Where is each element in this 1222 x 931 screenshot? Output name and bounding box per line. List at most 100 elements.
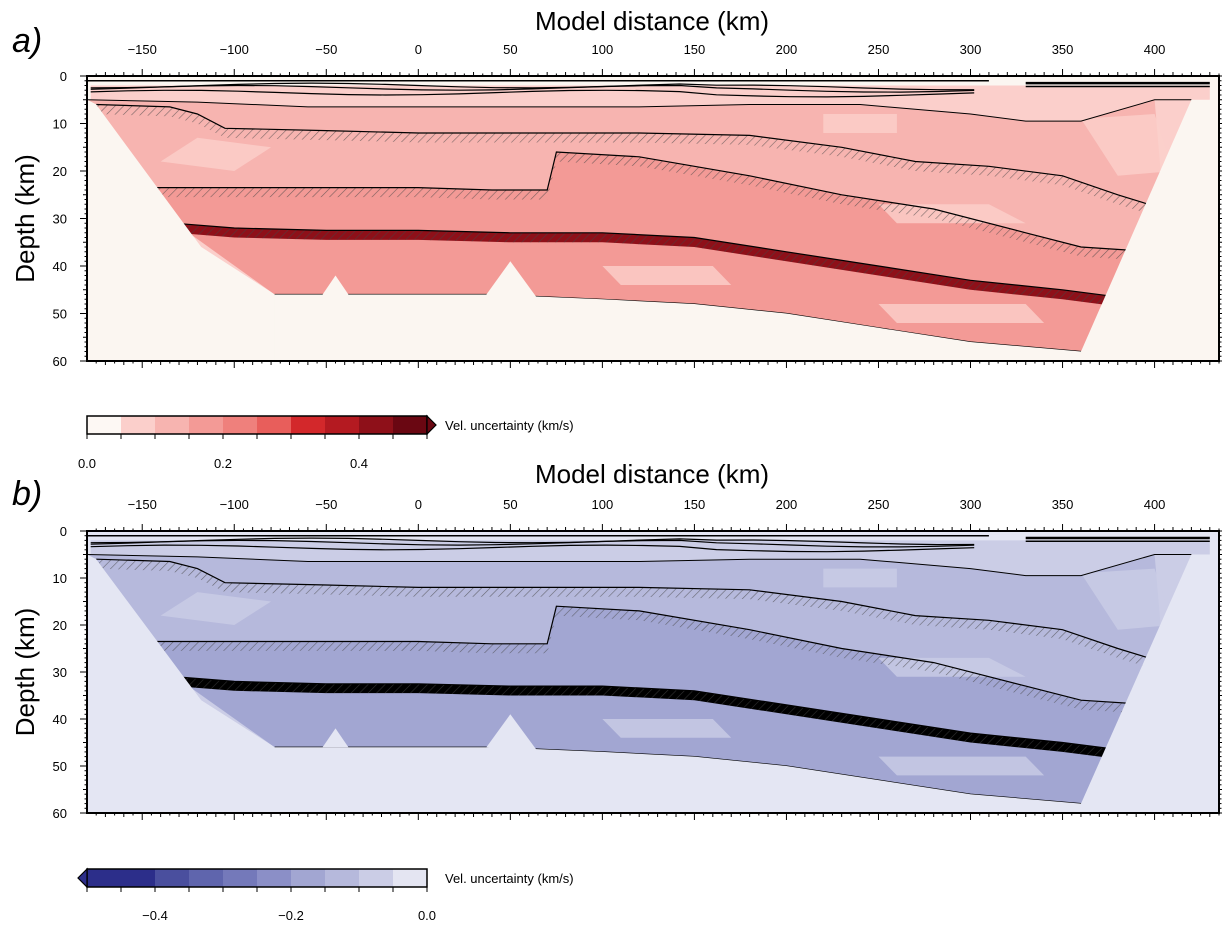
interface-hatch bbox=[96, 559, 1164, 672]
bottom-mask bbox=[274, 294, 1081, 361]
colorbar-extend-triangle bbox=[426, 414, 437, 436]
x-axis: −150 −100 −50 0 50 100 150 200 250 300 350 400 bbox=[95, 497, 1220, 820]
y-tick-label: 0 bbox=[60, 69, 67, 84]
sediment-lines bbox=[87, 80, 1210, 98]
x-tick-label: 350 bbox=[1052, 42, 1074, 57]
x-tick-label: 250 bbox=[868, 42, 890, 57]
interface-hatch bbox=[96, 104, 1164, 219]
colorbar-swatch bbox=[359, 869, 394, 887]
low-uncertainty-patch bbox=[160, 592, 272, 625]
y-tick-label: 60 bbox=[53, 354, 67, 369]
x-tick-label: 0 bbox=[415, 497, 422, 512]
y-tick-label: 50 bbox=[53, 759, 67, 774]
colorbar-swatch bbox=[291, 869, 326, 887]
x-tick-label: 150 bbox=[684, 497, 706, 512]
colorbar-tick-label: 0.2 bbox=[214, 456, 232, 471]
y-tick-label: 10 bbox=[53, 571, 67, 586]
colorbar-swatch bbox=[189, 869, 224, 887]
y-axis: 0 10 20 30 40 50 60 bbox=[53, 524, 1222, 821]
colorbar-swatch bbox=[189, 416, 224, 434]
interface-line-1 bbox=[96, 103, 1164, 210]
colorbar-swatch bbox=[291, 416, 326, 434]
x-tick-label: 400 bbox=[1144, 497, 1166, 512]
low-uncertainty-patch bbox=[602, 266, 732, 285]
low-uncertainty-patch bbox=[1081, 114, 1173, 176]
bottom-mask bbox=[274, 747, 1081, 813]
colorbar-swatch bbox=[359, 416, 394, 434]
notch bbox=[486, 714, 538, 752]
x-tick-label: 150 bbox=[684, 42, 706, 57]
panel-label: a) bbox=[12, 22, 42, 60]
low-uncertainty-patch bbox=[823, 568, 897, 588]
panel-label: b) bbox=[12, 475, 42, 513]
y-tick-label: 60 bbox=[53, 806, 67, 821]
colorbar-swatch bbox=[257, 416, 292, 434]
x-tick-label: 50 bbox=[503, 42, 517, 57]
interface-line-2 bbox=[145, 151, 1155, 253]
x-tick-label: 250 bbox=[868, 497, 890, 512]
basement-line bbox=[86, 554, 1192, 577]
x-axis-title: Model distance (km) bbox=[535, 459, 769, 489]
x-tick-label: 100 bbox=[592, 42, 614, 57]
panel-a: −150 −100 −50 0 50 100 150 200 250 300 350 400Model… bbox=[10, 6, 1222, 471]
x-tick-label: −100 bbox=[220, 497, 249, 512]
y-axis-title: Depth (km) bbox=[10, 608, 40, 737]
low-uncertainty-patch bbox=[160, 137, 272, 171]
right-flank-mask bbox=[1081, 99, 1219, 362]
y-tick-label: 30 bbox=[53, 212, 67, 227]
x-tick-label: 200 bbox=[776, 497, 798, 512]
colorbar-swatch bbox=[121, 416, 156, 434]
colorbar-swatch bbox=[325, 869, 360, 887]
interface-line-3 bbox=[175, 676, 1137, 753]
y-axis-title: Depth (km) bbox=[10, 154, 40, 283]
right-flank-mask bbox=[1081, 554, 1219, 813]
colorbar-swatch bbox=[121, 869, 156, 887]
colorbar-swatch bbox=[87, 869, 122, 887]
left-flank-mask bbox=[87, 99, 275, 362]
sediment-lines bbox=[87, 534, 1210, 553]
low-uncertainty-patch bbox=[602, 719, 732, 738]
interface-hatch bbox=[175, 676, 1137, 762]
basement-line bbox=[86, 99, 1192, 122]
y-tick-label: 30 bbox=[53, 665, 67, 680]
interface-hatch bbox=[175, 223, 1137, 309]
y-tick-label: 20 bbox=[53, 618, 67, 633]
x-tick-label: −50 bbox=[315, 497, 337, 512]
x-axis-title: Model distance (km) bbox=[535, 6, 769, 36]
y-tick-label: 0 bbox=[60, 524, 67, 539]
interface-line-2 bbox=[145, 605, 1155, 706]
notch bbox=[486, 261, 538, 300]
low-uncertainty-patch bbox=[878, 756, 1045, 776]
colorbar-tick-label: −0.2 bbox=[278, 908, 304, 923]
x-tick-label: 100 bbox=[592, 497, 614, 512]
colorbar-swatch bbox=[393, 869, 428, 887]
interface-line-1 bbox=[96, 558, 1164, 664]
y-tick-label: 40 bbox=[53, 712, 67, 727]
colorbar-tick-label: 0.4 bbox=[350, 456, 368, 471]
x-tick-label: 300 bbox=[960, 42, 982, 57]
colorbar-title: Vel. uncertainty (km/s) bbox=[445, 871, 574, 886]
x-tick-label: 400 bbox=[1144, 42, 1166, 57]
y-tick-label: 40 bbox=[53, 259, 67, 274]
colorbar-swatch bbox=[325, 416, 360, 434]
colorbar-title: Vel. uncertainty (km/s) bbox=[445, 418, 574, 433]
x-tick-label: 350 bbox=[1052, 497, 1074, 512]
colorbar-extend-triangle bbox=[77, 867, 88, 889]
panel-b: −150 −100 −50 0 50 100 150 200 250 300 350 400Model… bbox=[10, 459, 1222, 923]
colorbar-swatch bbox=[87, 416, 122, 434]
y-tick-label: 20 bbox=[53, 164, 67, 179]
middle-crust-band bbox=[96, 104, 1164, 252]
low-uncertainty-patch bbox=[1081, 568, 1173, 630]
colorbar-tick-label: 0.0 bbox=[78, 456, 96, 471]
x-tick-label: 300 bbox=[960, 497, 982, 512]
colorbar: −0.4 −0.2 0.0 Vel. uncertainty (km/s) bbox=[77, 867, 574, 923]
notch bbox=[322, 275, 349, 295]
x-axis: −150 −100 −50 0 50 100 150 200 250 300 350 400 bbox=[95, 42, 1220, 368]
colorbar-swatch bbox=[223, 416, 258, 434]
x-tick-label: 50 bbox=[503, 497, 517, 512]
colorbar: 0.0 0.2 0.4 Vel. uncertainty (km/s) bbox=[78, 414, 574, 471]
colorbar-swatch bbox=[155, 416, 190, 434]
colorbar-tick-label: −0.4 bbox=[142, 908, 168, 923]
x-tick-label: 200 bbox=[776, 42, 798, 57]
